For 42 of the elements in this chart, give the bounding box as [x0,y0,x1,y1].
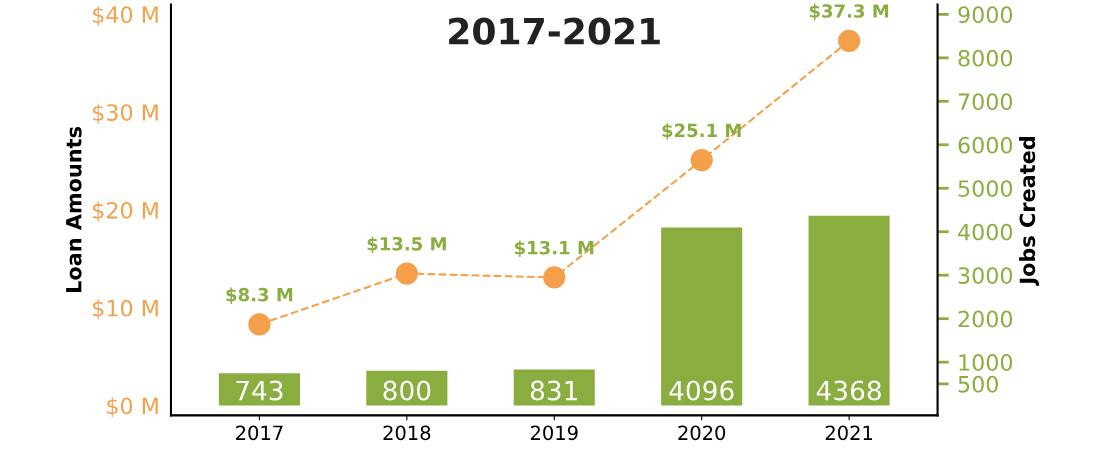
bar [661,227,743,406]
y-tick-label: $20 M [93,201,158,222]
y2-tick-label: 500 [958,375,998,393]
x-tick-label: 2017 [236,425,283,441]
y2-tick-label: 6000 [958,136,1013,154]
y-tick-label: $40 M [93,5,158,27]
data-label: 4368 [816,380,881,401]
data-label: 800 [383,380,431,401]
point [248,313,271,336]
y2-tick-label: 4000 [958,223,1013,241]
data-label: 4096 [669,380,734,401]
y-tick-label: $10 M [93,299,158,320]
y2-tick-label: 8000 [958,49,1013,67]
x-tick-label: 2021 [825,425,873,441]
point [690,148,713,172]
y2-tick-label: 5000 [958,180,1013,198]
y2-tick-label: 3000 [958,267,1013,284]
y2-tick-label: 7000 [958,93,1013,111]
data-label: 743 [236,380,283,401]
data-label: 831 [530,380,577,401]
data-label: $8.3 M [226,287,293,304]
x-tick-label: 2020 [678,425,726,441]
y-tick-label: $0 M [107,397,158,418]
x-tick-label: 2018 [383,425,431,441]
x-tick-label: 2019 [530,425,578,441]
y2-tick-label: 2000 [958,310,1013,328]
y2-tick-label: 1000 [959,354,1013,371]
bar [513,369,595,406]
data-label: $13.5 M [367,236,446,254]
y2-tick-label: 9000 [958,6,1013,24]
y-tick-label: $30 M [93,103,158,124]
bar [808,215,890,406]
bar [218,373,300,406]
y-axis-title: Loan Amounts [66,127,82,293]
point [543,266,566,289]
chart-title: 2017-2021 [449,17,660,45]
y2-axis-title: Jobs Created [1019,137,1040,286]
data-label: $13.1 M [514,240,594,257]
point [395,262,418,285]
data-label: $37.3 M [809,3,889,21]
data-label: $25.1 M [662,123,741,140]
point [837,29,861,52]
